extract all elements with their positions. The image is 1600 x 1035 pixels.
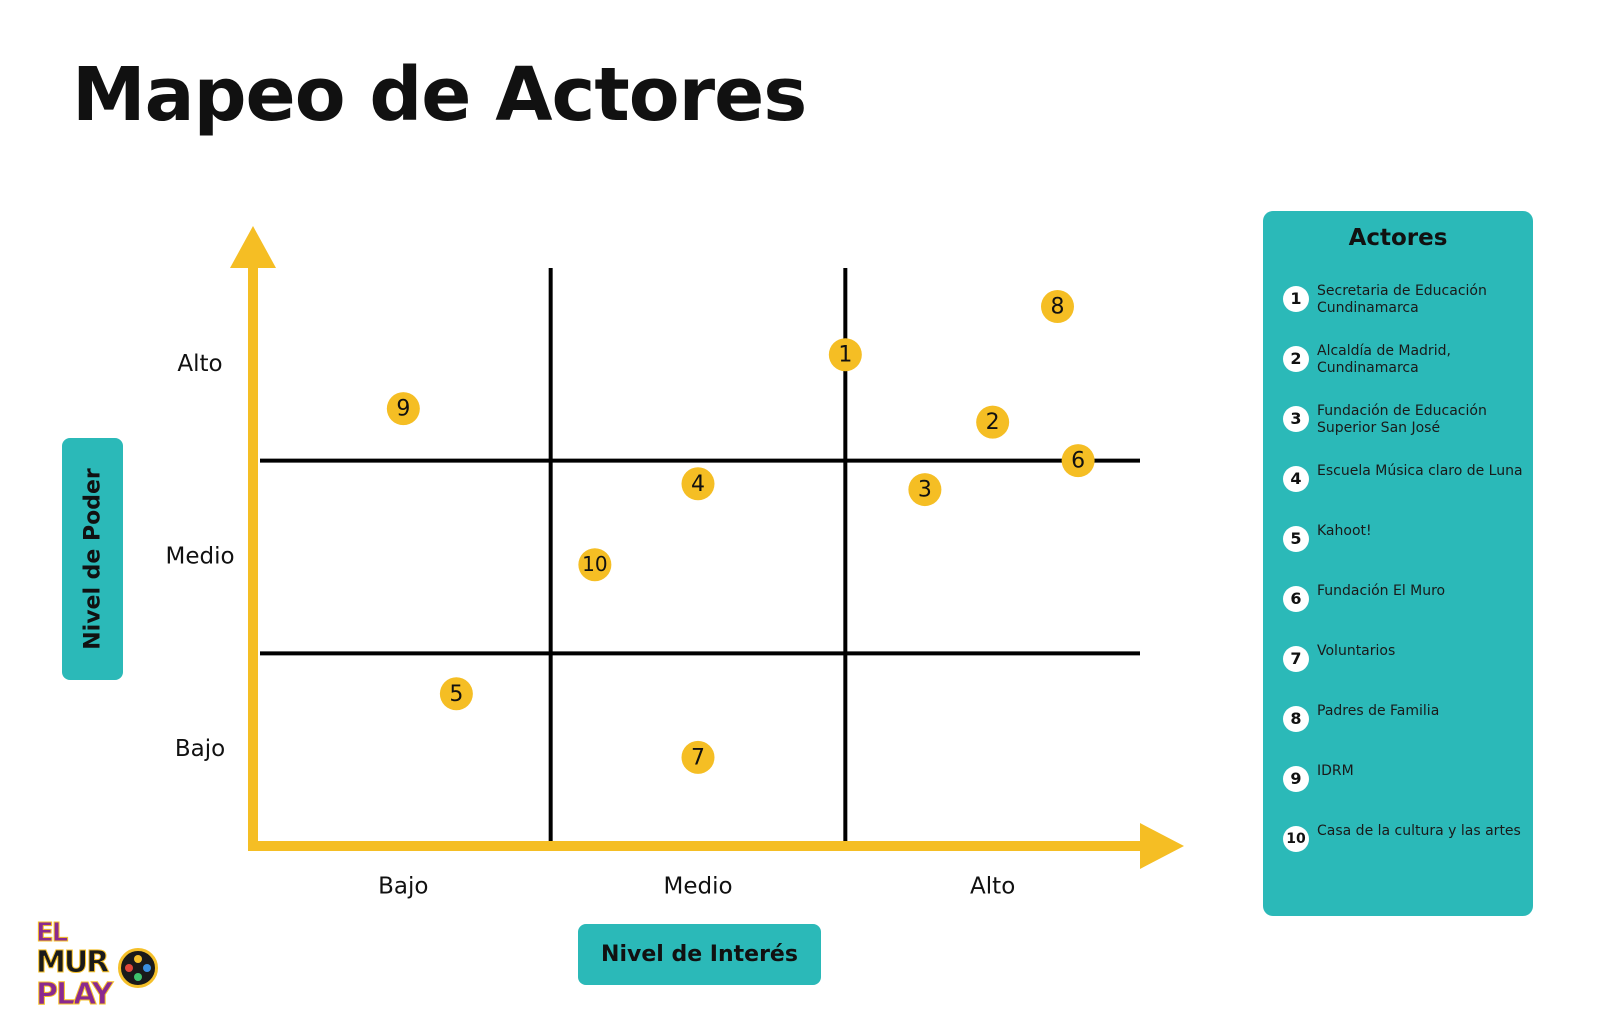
x-axis-label-box: Nivel de Interés bbox=[578, 924, 821, 985]
legend-item: 5 Kahoot! bbox=[1283, 523, 1533, 563]
actor-point-label: 10 bbox=[582, 552, 607, 576]
actor-point-2: 2 bbox=[976, 405, 1010, 439]
legend-item-name: Fundación El Muro bbox=[1317, 583, 1446, 599]
legend-item: 1 Secretaria de Educación Cundinamarca bbox=[1283, 283, 1533, 323]
actor-point-6: 6 bbox=[1061, 444, 1095, 478]
legend-item-name: Secretaria de Educación Cundinamarca bbox=[1317, 283, 1487, 316]
legend-item: 7 Voluntarios bbox=[1283, 643, 1533, 683]
actor-point-label: 8 bbox=[1050, 295, 1064, 320]
actor-point-marker bbox=[386, 392, 420, 426]
actor-points: 1 2 3 4 5 6 7 8 9 10 bbox=[386, 290, 1095, 774]
actor-point-label: 7 bbox=[691, 745, 705, 770]
actor-point-marker bbox=[976, 405, 1010, 439]
legend-item-number: 7 bbox=[1283, 646, 1309, 672]
actor-point-marker bbox=[1040, 290, 1074, 324]
actors-legend: Actores 1 Secretaria de Educación Cundina… bbox=[1263, 211, 1533, 916]
logo-disc-icon bbox=[118, 948, 158, 988]
actor-point-3: 3 bbox=[908, 473, 942, 507]
legend-item-number: 4 bbox=[1283, 466, 1309, 492]
legend-item: 2 Alcaldía de Madrid, Cundinamarca bbox=[1283, 343, 1533, 383]
x-tick-label: Medio bbox=[663, 874, 732, 900]
y-axis-arrowhead bbox=[230, 226, 276, 268]
actor-point-label: 5 bbox=[449, 682, 463, 707]
legend-item-number: 2 bbox=[1283, 346, 1309, 372]
actor-point-4: 4 bbox=[681, 467, 715, 501]
y-axis-label: Nivel de Poder bbox=[80, 468, 105, 650]
legend-item-name: IDRM bbox=[1317, 763, 1354, 779]
legend-item-number: 1 bbox=[1283, 286, 1309, 312]
x-tick-label: Bajo bbox=[378, 874, 428, 900]
logo-line-2: MUR bbox=[35, 945, 109, 980]
y-axis-label-box: Nivel de Poder bbox=[62, 438, 123, 680]
x-axis-arrowhead bbox=[1140, 823, 1184, 869]
tick-labels: Bajo Medio Alto Bajo Medio Alto bbox=[165, 351, 1015, 900]
actor-point-marker bbox=[578, 548, 612, 582]
actor-point-label: 9 bbox=[396, 397, 410, 422]
legend-item: 6 Fundación El Muro bbox=[1283, 583, 1533, 623]
page-title: Mapeo de Actores bbox=[72, 52, 807, 138]
actor-point-marker bbox=[908, 473, 942, 507]
legend-item-name: Voluntarios bbox=[1317, 643, 1396, 659]
legend-item-name: Fundación de Educación Superior San José bbox=[1317, 403, 1487, 436]
actor-point-1: 1 bbox=[828, 338, 862, 372]
actor-point-label: 3 bbox=[918, 478, 932, 503]
actor-point-label: 2 bbox=[986, 410, 1000, 435]
legend-item: 8 Padres de Familia bbox=[1283, 703, 1533, 743]
actor-point-marker bbox=[681, 467, 715, 501]
legend-item-number: 9 bbox=[1283, 766, 1309, 792]
y-tick-label: Bajo bbox=[175, 736, 225, 762]
actor-point-marker bbox=[828, 338, 862, 372]
legend-item-number: 10 bbox=[1283, 826, 1309, 852]
actor-point-label: 6 bbox=[1071, 449, 1085, 474]
x-axis-label: Nivel de Interés bbox=[601, 942, 798, 967]
actor-point-marker bbox=[681, 740, 715, 774]
legend-item-name: Casa de la cultura y las artes bbox=[1317, 823, 1521, 839]
legend-item-number: 6 bbox=[1283, 586, 1309, 612]
actor-point-9: 9 bbox=[386, 392, 420, 426]
legend-item-name: Escuela Música claro de Luna bbox=[1317, 463, 1523, 479]
legend-item-name: Padres de Familia bbox=[1317, 703, 1440, 719]
axes bbox=[230, 226, 1184, 869]
actor-point-label: 1 bbox=[838, 343, 852, 368]
el-muro-play-logo: EL MUR PLAY bbox=[35, 918, 158, 1018]
x-tick-label: Alto bbox=[970, 874, 1015, 900]
legend-item-number: 8 bbox=[1283, 706, 1309, 732]
actor-point-label: 4 bbox=[691, 472, 705, 497]
legend-item-number: 5 bbox=[1283, 526, 1309, 552]
logo-line-1: EL bbox=[35, 918, 68, 949]
legend-item: 10 Casa de la cultura y las artes bbox=[1283, 823, 1533, 863]
legend-item-name: Alcaldía de Madrid, Cundinamarca bbox=[1317, 343, 1451, 376]
legend-title: Actores bbox=[1348, 225, 1448, 251]
actor-point-8: 8 bbox=[1040, 290, 1074, 324]
actor-point-marker bbox=[1061, 444, 1095, 478]
actor-point-7: 7 bbox=[681, 740, 715, 774]
y-tick-label: Alto bbox=[177, 351, 222, 377]
legend-item: 4 Escuela Música claro de Luna bbox=[1283, 463, 1533, 503]
y-tick-label: Medio bbox=[165, 544, 234, 570]
legend-item: 9 IDRM bbox=[1283, 763, 1533, 803]
legend-item-name: Kahoot! bbox=[1317, 523, 1372, 539]
legend-item: 3 Fundación de Educación Superior San Jos… bbox=[1283, 403, 1533, 443]
actor-point-marker bbox=[439, 677, 473, 711]
logo-line-3: PLAY bbox=[35, 977, 113, 1012]
actor-point-5: 5 bbox=[439, 677, 473, 711]
legend-item-number: 3 bbox=[1283, 406, 1309, 432]
actor-point-10: 10 bbox=[578, 548, 612, 582]
